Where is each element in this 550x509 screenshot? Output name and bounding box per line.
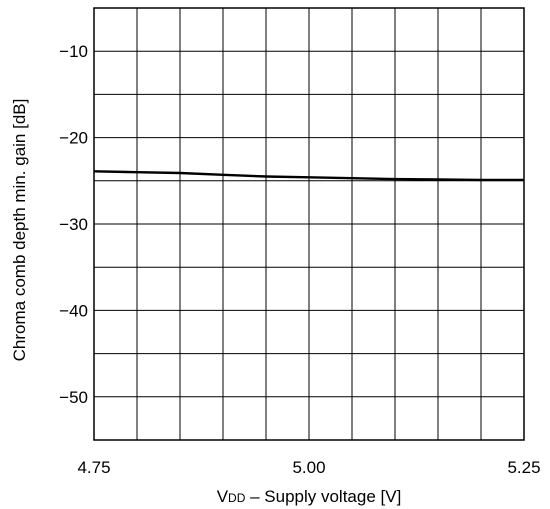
x-tick-label: 5.25 (507, 458, 540, 477)
y-tick-label: −20 (59, 129, 88, 148)
x-tick-label: 4.75 (77, 458, 110, 477)
series-group (93, 170, 524, 182)
y-axis-label: Chroma comb depth min. gain [dB] (10, 99, 29, 362)
y-tick-label: −30 (59, 215, 88, 234)
plot-frame (93, 7, 525, 441)
x-axis-label-main: V (217, 487, 229, 506)
y-tick-label: −40 (59, 301, 88, 320)
grid (94, 8, 524, 440)
y-tick-label: −10 (59, 42, 88, 61)
series-line-1 (93, 170, 524, 182)
x-axis-label: VDD – Supply voltage [V] (217, 487, 402, 506)
y-tick-label: −50 (59, 388, 88, 407)
x-axis-label-rest: – Supply voltage [V] (245, 487, 401, 506)
x-tick-labels: 4.75 5.00 5.25 (77, 458, 540, 477)
x-axis-label-subscript: DD (228, 491, 246, 505)
y-tick-labels: −10 −20 −30 −40 −50 (59, 42, 88, 407)
x-tick-label: 5.00 (292, 458, 325, 477)
